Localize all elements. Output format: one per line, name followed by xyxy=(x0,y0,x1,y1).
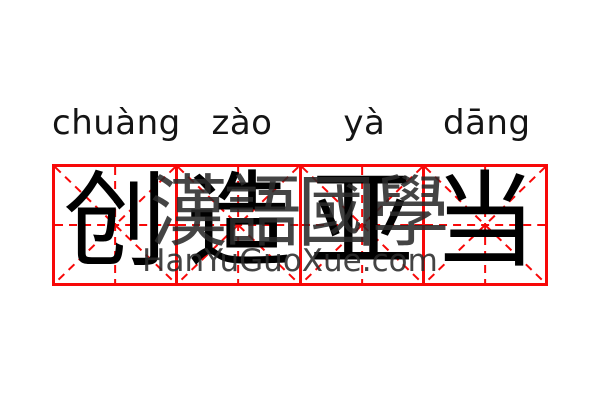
mi-zi-ge-guides-icon xyxy=(178,167,299,283)
mi-zi-ge-guides-icon xyxy=(424,167,545,283)
grid-cell-1: 创 xyxy=(55,164,179,283)
character-grid: 创 造 亚 xyxy=(52,164,548,286)
hanzi-character-1: 创 xyxy=(63,164,168,280)
hanzi-character-3: 亚 xyxy=(309,164,414,280)
hanzi-character-2: 造 xyxy=(186,164,291,280)
hanzi-character-4: 当 xyxy=(432,164,537,280)
grid-cell-4: 当 xyxy=(424,164,545,283)
mi-zi-ge-guides-icon xyxy=(301,167,422,283)
pinyin-syllable-3: yà xyxy=(343,103,386,143)
pinyin-syllable-4: dāng xyxy=(443,103,531,143)
grid-cell-3: 亚 xyxy=(301,164,425,283)
pinyin-syllable-2: zào xyxy=(211,103,273,143)
mi-zi-ge-guides-icon xyxy=(55,167,176,283)
grid-cell-2: 造 xyxy=(178,164,302,283)
pinyin-row: chuàng zào yà dāng xyxy=(52,101,548,149)
pinyin-syllable-1: chuàng xyxy=(52,103,181,143)
